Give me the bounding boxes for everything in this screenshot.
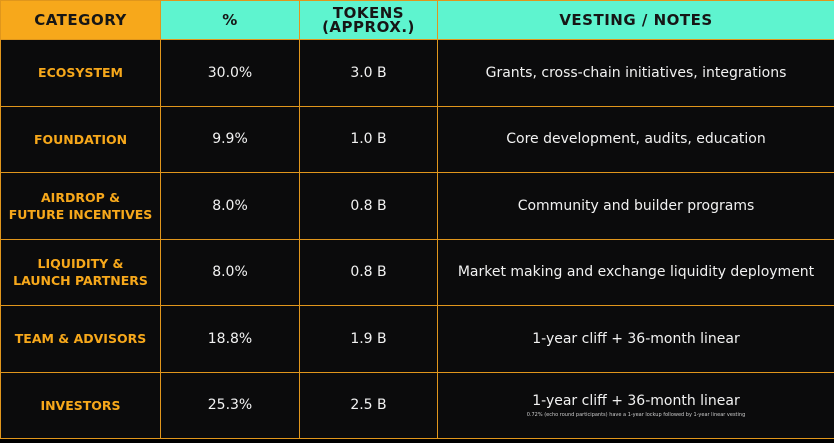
category-cell: FOUNDATION xyxy=(0,105,161,173)
cell-text: 2.5 B xyxy=(350,397,387,414)
cell-text: 3.0 B xyxy=(350,64,387,81)
category-cell: ECOSYSTEM xyxy=(0,39,161,107)
category-text: FUTURE INCENTIVES xyxy=(8,206,153,222)
header-cell: TOKENS (APPROX.) xyxy=(299,0,438,40)
cell: 8.0% xyxy=(160,172,300,240)
table-row: FOUNDATION 9.9% 1.0 B Core development, aud… xyxy=(0,105,834,173)
category-text: LIQUIDITY & xyxy=(37,256,124,272)
table-row: TEAM & ADVISORS 18.8% 1.9 B 1-year cliff + … xyxy=(0,305,834,373)
category-text: LAUNCH PARTNERS xyxy=(13,273,148,289)
cell: 1.9 B xyxy=(299,305,438,373)
header-cell: % xyxy=(160,0,300,40)
cell: Market making and exchange liquidity dep… xyxy=(437,238,834,306)
cell: Grants, cross-chain initiatives, integra… xyxy=(437,39,834,107)
header-cell: CATEGORY xyxy=(0,0,161,40)
category-text: AIRDROP & xyxy=(41,189,120,205)
cell: 1-year cliff + 36-month linear xyxy=(437,305,834,373)
cell: 2.5 B xyxy=(299,371,438,439)
header-text: CATEGORY xyxy=(34,11,127,29)
cell-text: 1-year cliff + 36-month linear xyxy=(532,392,740,409)
cell-text: Market making and exchange liquidity dep… xyxy=(457,264,815,281)
cell-text: 1.9 B xyxy=(350,330,387,347)
header-cell: VESTING / NOTES xyxy=(437,0,834,40)
cell: 9.9% xyxy=(160,105,300,173)
cell: 1-year cliff + 36-month linear 0.72% (ech… xyxy=(437,371,834,439)
table-body: ECOSYSTEM 30.0% 3.0 B Grants, cross-chain i… xyxy=(0,39,834,439)
cell-text: Community and builder programs xyxy=(517,197,755,214)
category-cell: TEAM & ADVISORS xyxy=(0,305,161,373)
table-row: INVESTORS 25.3% 2.5 B 1-year cliff + 36-mon… xyxy=(0,371,834,439)
category-cell: AIRDROP & FUTURE INCENTIVES xyxy=(0,172,161,240)
cell: 8.0% xyxy=(160,238,300,306)
category-cell: INVESTORS xyxy=(0,371,161,439)
category-text: FOUNDATION xyxy=(33,131,128,147)
cell-text: 8.0% xyxy=(212,197,248,214)
header-text: (APPROX.) xyxy=(322,18,415,36)
footnote: 0.72% (echo round participants) have a 1… xyxy=(526,411,746,418)
cell: 0.8 B xyxy=(299,172,438,240)
cell: 3.0 B xyxy=(299,39,438,107)
cell-text: 1-year cliff + 36-month linear xyxy=(532,330,740,347)
table-row: ECOSYSTEM 30.0% 3.0 B Grants, cross-chain i… xyxy=(0,39,834,107)
cell: Community and builder programs xyxy=(437,172,834,240)
category-text: TEAM & ADVISORS xyxy=(14,331,147,347)
cell-text: 30.0% xyxy=(207,64,253,81)
cell-text: Grants, cross-chain initiatives, integra… xyxy=(485,64,787,81)
cell-text: 1.0 B xyxy=(350,131,387,148)
category-text: ECOSYSTEM xyxy=(38,65,123,81)
table-row: LIQUIDITY & LAUNCH PARTNERS 8.0% 0.8 B Marke… xyxy=(0,238,834,306)
cell: 1.0 B xyxy=(299,105,438,173)
header-text: % xyxy=(222,11,238,29)
cell-text: 0.8 B xyxy=(350,264,387,281)
header-text: VESTING / NOTES xyxy=(559,11,713,29)
category-text: INVESTORS xyxy=(40,397,121,413)
category-cell: LIQUIDITY & LAUNCH PARTNERS xyxy=(0,238,161,306)
cell: 25.3% xyxy=(160,371,300,439)
cell-text: 0.8 B xyxy=(350,197,387,214)
cell-text: 8.0% xyxy=(212,264,248,281)
cell: 30.0% xyxy=(160,39,300,107)
cell-text: 25.3% xyxy=(207,397,253,414)
cell-text: 9.9% xyxy=(212,131,248,148)
header-row: CATEGORY% TOKENS (APPROX.) VESTING / NOTES xyxy=(0,0,834,40)
cell: 0.8 B xyxy=(299,238,438,306)
cell-text: Core development, audits, education xyxy=(506,131,766,148)
cell-text: 18.8% xyxy=(207,330,253,347)
cell: 18.8% xyxy=(160,305,300,373)
cell: Core development, audits, education xyxy=(437,105,834,173)
table-row: AIRDROP & FUTURE INCENTIVES 8.0% 0.8 B Commu… xyxy=(0,172,834,240)
header-text: TOKENS xyxy=(332,4,405,22)
